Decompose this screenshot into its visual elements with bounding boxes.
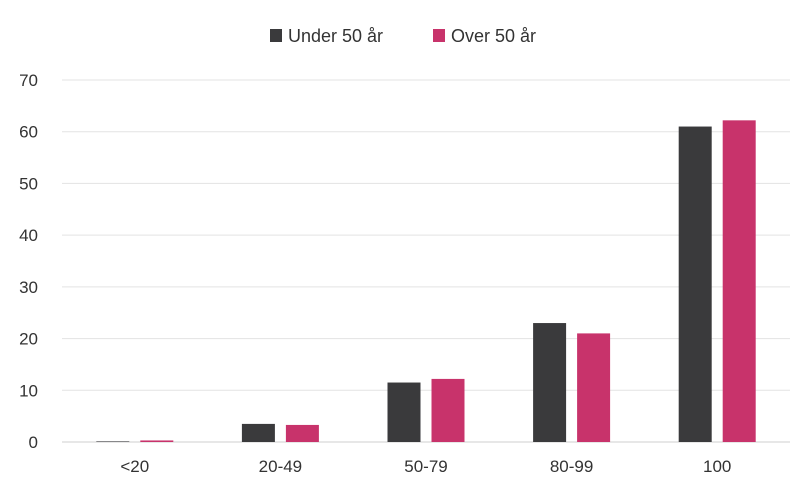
legend-swatch-over-50 bbox=[433, 29, 445, 42]
bar-over-50-2 bbox=[431, 378, 465, 442]
bar-over-50-3 bbox=[577, 333, 611, 442]
legend-label-over-50: Over 50 år bbox=[451, 26, 536, 46]
bar-over-50-1 bbox=[285, 424, 319, 442]
bar-under-50-2 bbox=[387, 382, 421, 442]
y-tick-label: 60 bbox=[19, 123, 38, 142]
bar-under-50-4 bbox=[678, 126, 712, 443]
legend-label-under-50: Under 50 år bbox=[288, 26, 383, 46]
bars bbox=[96, 120, 756, 443]
bar-under-50-3 bbox=[533, 323, 567, 442]
x-tick-label: 80-99 bbox=[550, 457, 593, 476]
y-tick-label: 70 bbox=[19, 71, 38, 90]
x-tick-label: 50-79 bbox=[404, 457, 447, 476]
y-axis: 0 10 20 30 40 50 60 70 bbox=[19, 71, 38, 452]
legend: Under 50 år Over 50 år bbox=[270, 26, 536, 46]
bar-under-50-1 bbox=[241, 423, 275, 442]
y-tick-label: 10 bbox=[19, 381, 38, 400]
y-tick-label: 20 bbox=[19, 330, 38, 349]
y-tick-label: 0 bbox=[29, 433, 38, 452]
legend-swatch-under-50 bbox=[270, 29, 282, 42]
gridlines bbox=[62, 79, 790, 443]
bar-over-50-0 bbox=[140, 440, 174, 442]
bar-under-50-0 bbox=[96, 441, 130, 442]
bar-over-50-4 bbox=[722, 120, 756, 442]
y-tick-label: 50 bbox=[19, 174, 38, 193]
y-tick-label: 40 bbox=[19, 226, 38, 245]
x-tick-label: 20-49 bbox=[259, 457, 302, 476]
x-axis: <20 20-49 50-79 80-99 100 bbox=[120, 457, 731, 476]
x-tick-label: <20 bbox=[120, 457, 149, 476]
y-tick-label: 30 bbox=[19, 278, 38, 297]
x-tick-label: 100 bbox=[703, 457, 731, 476]
